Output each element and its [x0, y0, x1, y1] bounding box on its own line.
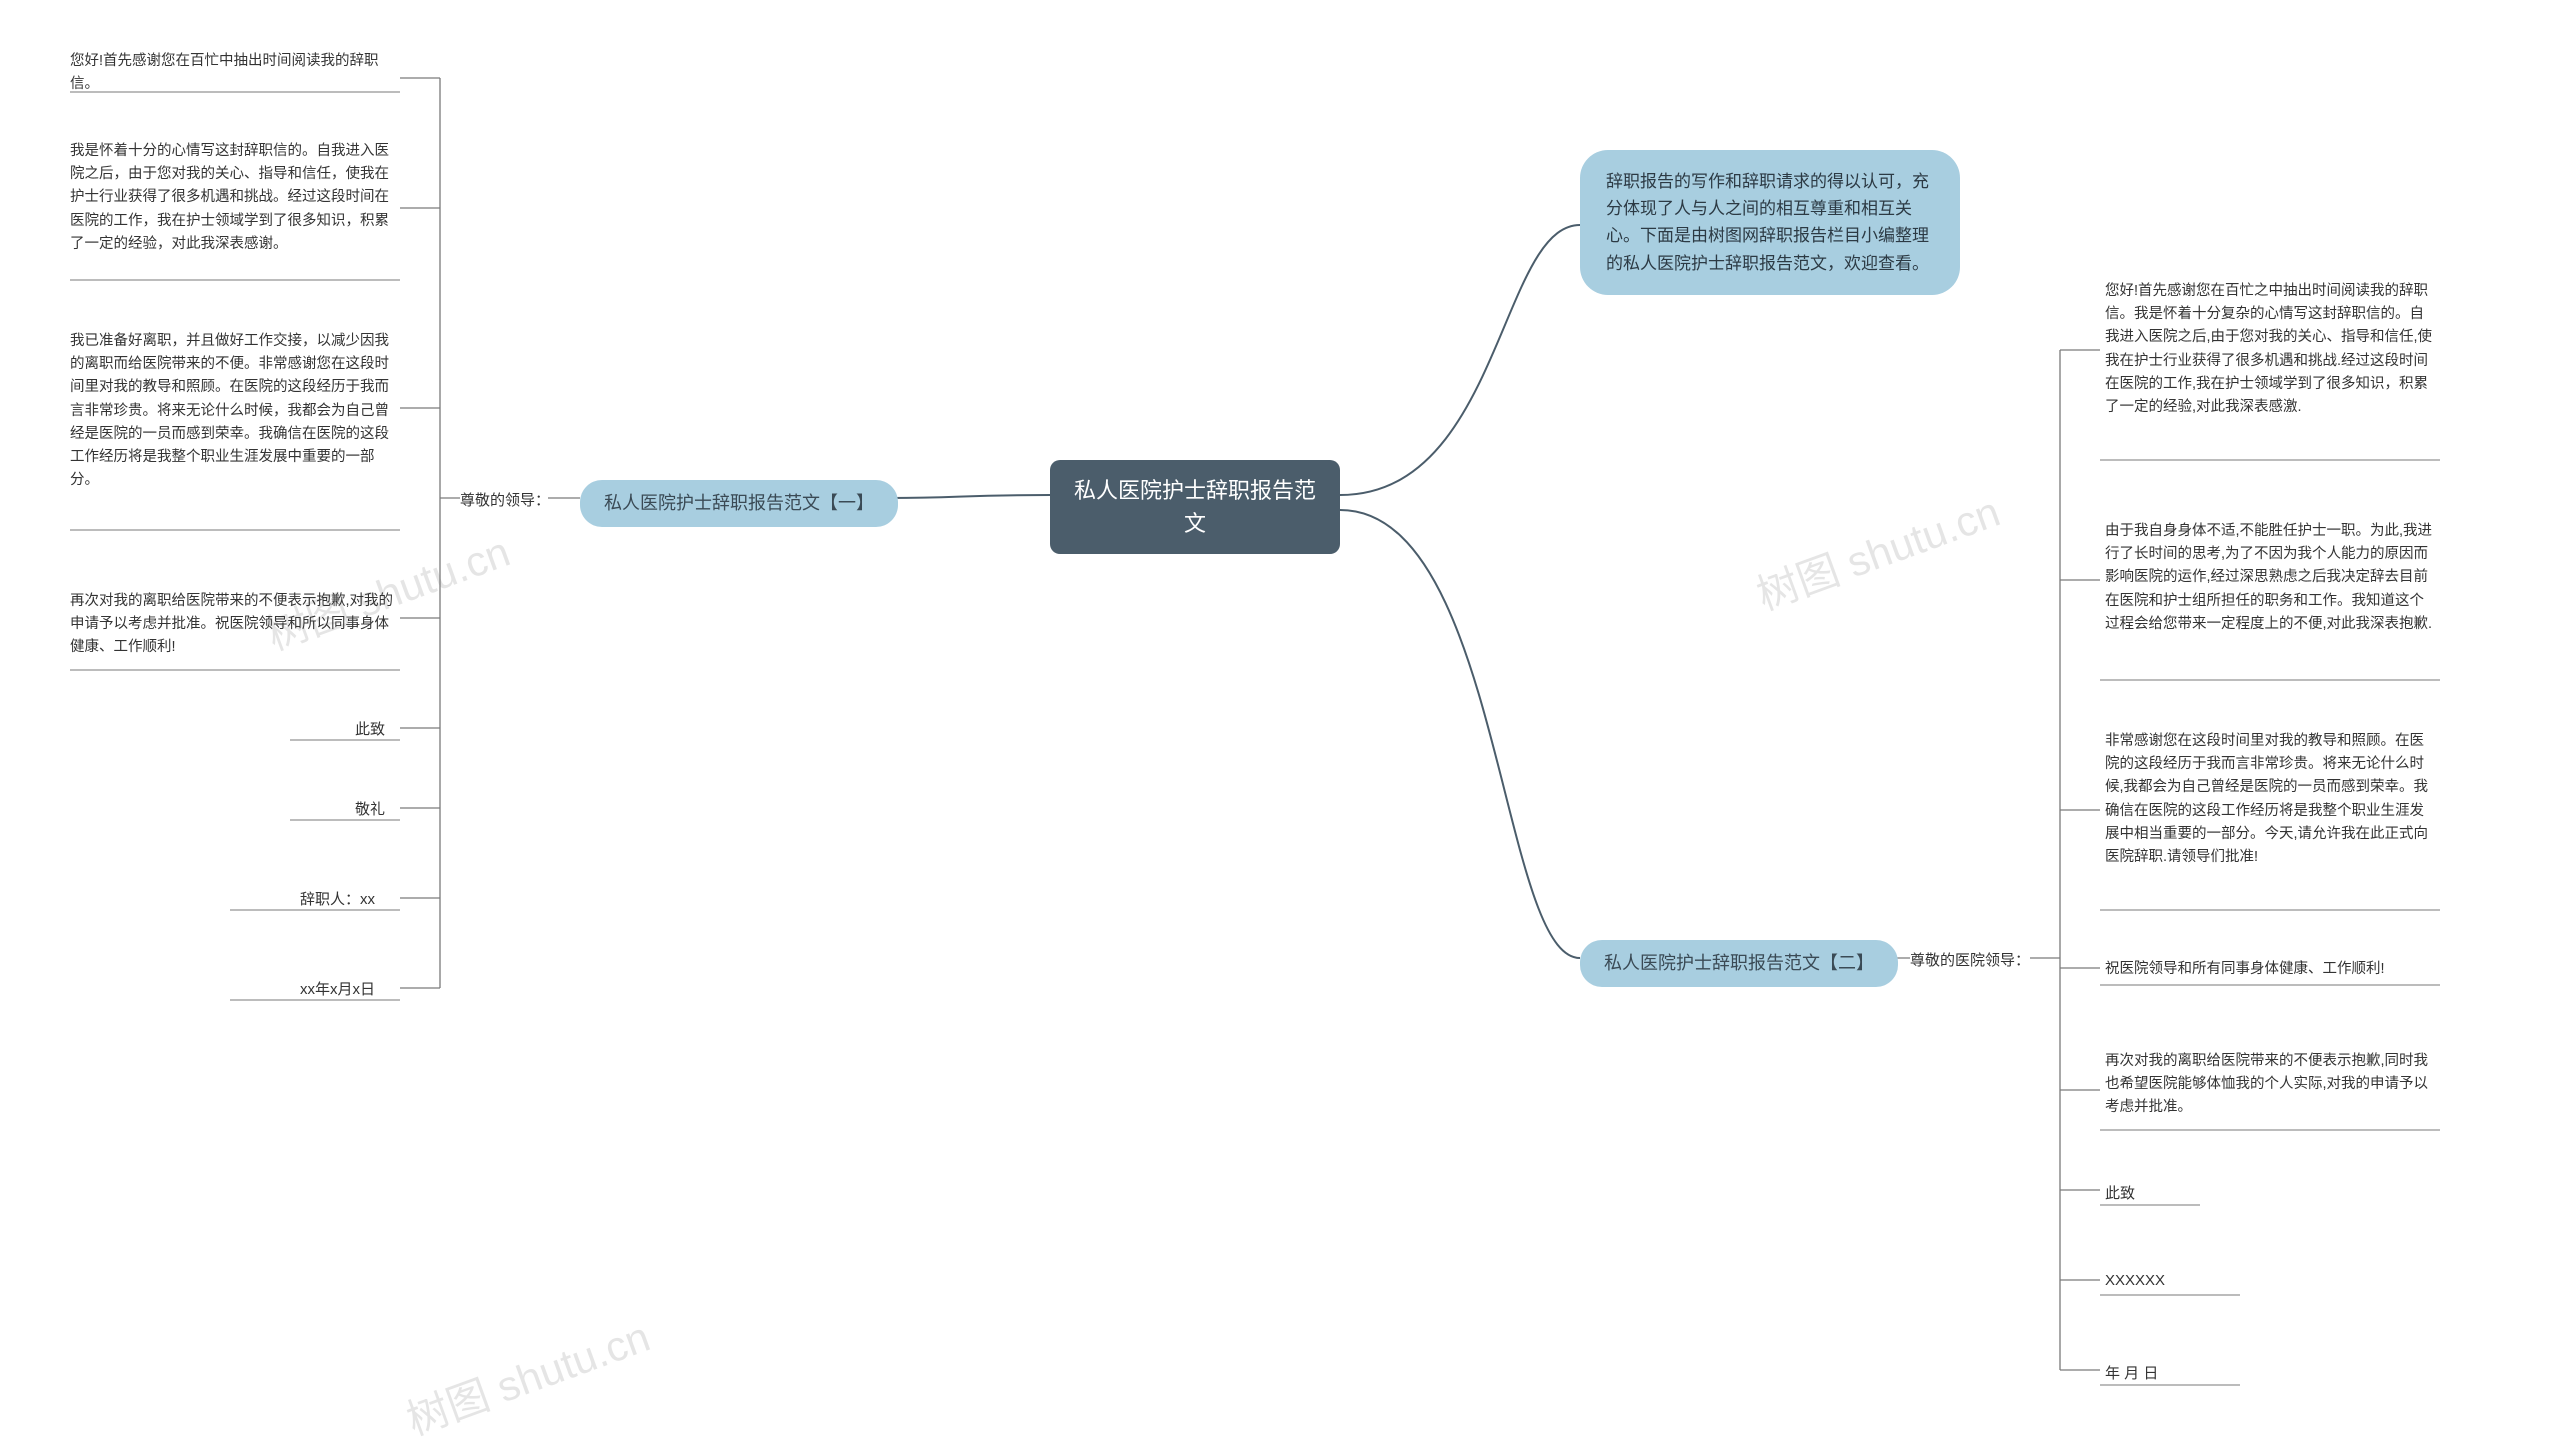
watermark: 树图 shutu.cn: [397, 1303, 657, 1447]
section1-node[interactable]: 私人医院护士辞职报告范文【一】: [580, 480, 898, 527]
section1-item-7: xx年x月x日: [300, 978, 375, 999]
section1-item-3: 再次对我的离职给医院带来的不便表示抱歉,对我的申请予以考虑并批准。祝医院领导和所…: [70, 590, 400, 660]
root-node[interactable]: 私人医院护士辞职报告范文: [1050, 460, 1340, 554]
section1-item-1: 我是怀着十分的心情写这封辞职信的。自我进入医院之后，由于您对我的关心、指导和信任…: [70, 140, 400, 256]
intro-node[interactable]: 辞职报告的写作和辞职请求的得以认可，充分体现了人与人之间的相互尊重和相互关心。下…: [1580, 150, 1960, 295]
section2-item-7: 年 月 日: [2105, 1362, 2158, 1383]
section2-item-6: XXXXXX: [2105, 1272, 2165, 1289]
section2-label: 尊敬的医院领导：: [1910, 949, 2030, 970]
section2-item-5: 此致: [2105, 1182, 2135, 1203]
section1-item-0: 您好!首先感谢您在百忙中抽出时间阅读我的辞职信。: [70, 50, 400, 96]
section2-item-3: 祝医院领导和所有同事身体健康、工作顺利!: [2105, 958, 2435, 981]
section2-item-2: 非常感谢您在这段时间里对我的教导和照顾。在医院的这段经历于我而言非常珍贵。将来无…: [2105, 730, 2435, 869]
section1-label: 尊敬的领导：: [460, 489, 550, 510]
watermark: 树图 shutu.cn: [1747, 478, 2007, 622]
section2-item-0: 您好!首先感谢您在百忙之中抽出时间阅读我的辞职信。我是怀着十分复杂的心情写这封辞…: [2105, 280, 2435, 419]
section2-item-1: 由于我自身身体不适,不能胜任护士一职。为此,我进行了长时间的思考,为了不因为我个…: [2105, 520, 2435, 636]
section1-item-2: 我已准备好离职，并且做好工作交接，以减少因我的离职而给医院带来的不便。非常感谢您…: [70, 330, 400, 492]
section2-node[interactable]: 私人医院护士辞职报告范文【二】: [1580, 940, 1898, 987]
section2-item-4: 再次对我的离职给医院带来的不便表示抱歉,同时我也希望医院能够体恤我的个人实际,对…: [2105, 1050, 2435, 1120]
section1-item-5: 敬礼: [355, 798, 385, 819]
section1-item-6: 辞职人：xx: [300, 888, 375, 909]
section1-item-4: 此致: [355, 718, 385, 739]
